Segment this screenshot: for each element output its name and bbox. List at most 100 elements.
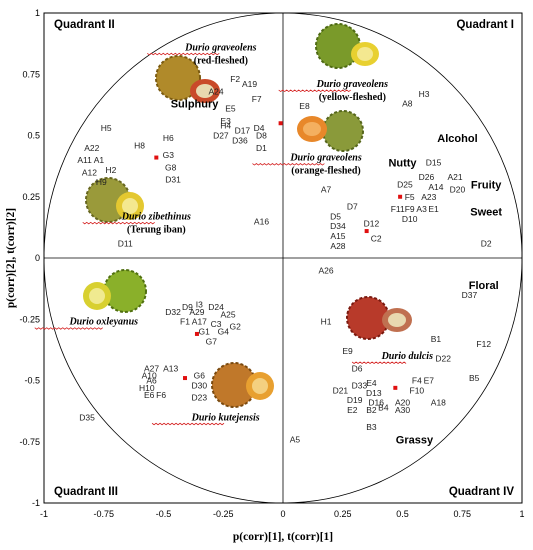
sample-point-label: F2 (230, 74, 240, 84)
centroid-marker (183, 376, 188, 381)
sample-point-label: A26 (318, 265, 333, 275)
species-underline (351, 361, 407, 364)
sample-point-label: G4 (218, 327, 230, 337)
axes-layer (43, 12, 523, 504)
sample-point-label: B4 (378, 402, 389, 412)
durian-orange-fleshed-image (297, 110, 364, 152)
sample-point-label: A29 (189, 307, 204, 317)
y-tick-label: 0.25 (22, 192, 40, 202)
sample-point-label: A3 (416, 204, 427, 214)
sample-point-label: D36 (232, 135, 248, 145)
sample-point-label: C3 (211, 319, 222, 329)
sample-point-label: D15 (426, 157, 442, 167)
quadrant-label: Quadrant II (54, 19, 115, 31)
x-axis-label: p(corr)[1], t(corr)[1] (233, 531, 333, 543)
sample-point-label: D2 (481, 238, 492, 248)
sample-point-label: D17 (235, 126, 251, 136)
species-name: Durio graveolens (316, 79, 389, 90)
species-name: Durio graveolens (184, 42, 257, 53)
sample-point-label: D23 (192, 393, 208, 403)
sample-point-label: H5 (101, 123, 112, 133)
sample-point-label: A5 (290, 434, 301, 444)
sample-point-label: D5 (330, 211, 341, 221)
sample-point-label: A11 (77, 155, 92, 165)
species-underline (278, 89, 351, 93)
tick-labels: -1 -0.75 -0.5 -0.25 0 0.25 0.5 0.75 1 1 0.75 0.5 0.2… (19, 8, 524, 519)
sample-point-label: A17 (192, 317, 207, 327)
centroid-markers (154, 121, 403, 390)
y-tick-label: 1 (35, 8, 40, 18)
sample-point-label: D10 (402, 214, 418, 224)
sample-point-label: B3 (366, 422, 377, 432)
attribute-label: Sulphury (171, 99, 220, 111)
sample-point-label: D1 (256, 143, 267, 153)
sample-point-label: D35 (79, 412, 95, 422)
species-underline (151, 422, 225, 426)
sample-point-label: E9 (342, 346, 353, 356)
species-name: Durio zibethinus (121, 211, 191, 222)
attribute-labels: Sulphury Alcohol Nutty Fruity Sweet Floral Gra… (171, 99, 503, 447)
sample-point-label: B2 (366, 405, 377, 415)
sample-point-label: D19 (347, 395, 363, 405)
sample-point-label: A30 (395, 405, 410, 415)
sample-point-label: A6 (146, 376, 157, 386)
species-underline (147, 52, 220, 56)
sample-point-label: D22 (435, 353, 451, 363)
sample-point-label: E1 (428, 204, 439, 214)
durian-dulcis-image (346, 296, 412, 340)
sample-point-label: A8 (402, 99, 413, 109)
sample-point-label: E5 (225, 104, 236, 114)
species-subtitle: (Terung iban) (127, 224, 186, 235)
sample-point-label: D6 (352, 363, 363, 373)
centroid-marker (364, 229, 369, 234)
sample-point-label: I3 (196, 300, 203, 310)
y-tick-label: -1 (32, 498, 40, 508)
attribute-label: Floral (469, 280, 499, 292)
sample-point-label: H6 (163, 133, 174, 143)
sample-point-label: E6 (144, 390, 155, 400)
sample-point-label: A13 (163, 363, 178, 373)
sample-point-label: A14 (428, 182, 443, 192)
sample-point-label: A12 (82, 167, 97, 177)
species-underline (34, 327, 103, 330)
sample-point-label: H10 (139, 383, 155, 393)
x-tick-label: -1 (40, 509, 48, 519)
sample-point-label: F9 (405, 204, 415, 214)
sample-point-label: D16 (368, 398, 384, 408)
sample-point-label: D32 (165, 307, 181, 317)
sample-point-label: G1 (198, 327, 210, 337)
y-tick-label: -0.75 (19, 437, 40, 447)
species-underline (252, 163, 325, 166)
sample-point-label: D25 (397, 180, 413, 190)
sample-point-label: D27 (213, 131, 229, 141)
centroid-marker (154, 155, 159, 160)
species-name: Durio dulcis (381, 351, 434, 362)
species-name: Durio graveolens (289, 153, 362, 164)
sample-point-label: A25 (220, 309, 235, 319)
sample-point-label: E8 (299, 101, 310, 111)
sample-point-label: F10 (410, 385, 425, 395)
x-tick-label: 1 (519, 509, 524, 519)
sample-point-label: F1 (180, 317, 190, 327)
attribute-label: Alcohol (437, 133, 477, 145)
sample-point-label: A10 (142, 371, 157, 381)
y-tick-label: 0.5 (27, 131, 40, 141)
species-subtitle: (orange-fleshed) (291, 166, 360, 177)
species-subtitle: (red-fleshed) (194, 55, 248, 66)
x-tick-label: 0.75 (453, 509, 471, 519)
species-name: Durio kutejensis (191, 412, 260, 423)
sample-point-label: C2 (371, 233, 382, 243)
x-tick-label: -0.25 (213, 509, 234, 519)
attribute-label: Sweet (470, 206, 502, 218)
y-tick-label: -0.5 (24, 376, 40, 386)
sample-point-label: A16 (254, 216, 269, 226)
x-tick-label: 0 (280, 509, 285, 519)
x-tick-label: 0.25 (334, 509, 352, 519)
attribute-label: Grassy (396, 434, 434, 446)
centroid-marker (393, 385, 398, 390)
sample-point-label: A19 (242, 79, 257, 89)
sample-point-label: A15 (330, 231, 345, 241)
durian-yellow-fleshed-image (315, 23, 379, 69)
